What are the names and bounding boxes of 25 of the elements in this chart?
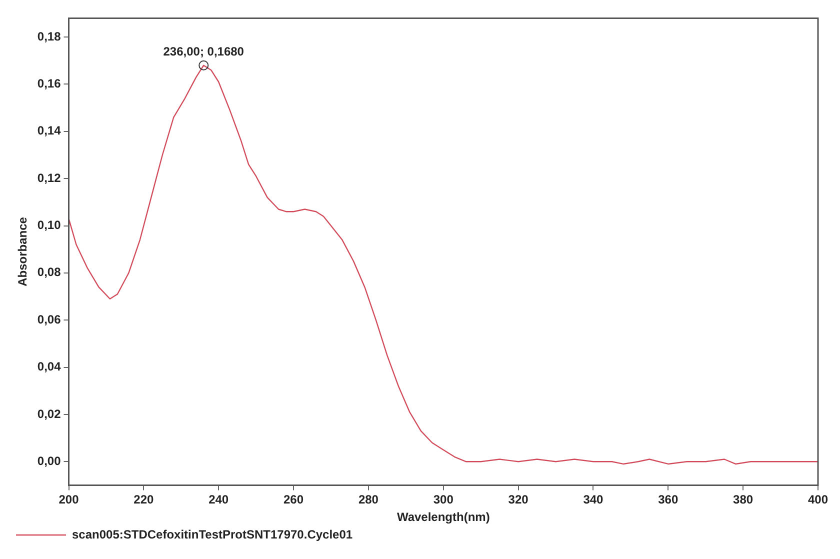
y-tick-label: 0,10	[37, 218, 62, 232]
legend-label: scan005:STDCefoxitinTestProtSNT17970.Cycle01	[72, 527, 353, 542]
y-tick-label: 0,08	[37, 265, 62, 280]
x-tick-label: 400	[808, 492, 828, 507]
y-tick-label: 0,12	[37, 170, 62, 185]
x-tick-label: 220	[134, 492, 154, 507]
x-tick-label: 380	[733, 492, 754, 507]
x-tick-label: 340	[583, 492, 604, 507]
y-axis-title: Absorbance	[16, 216, 30, 286]
x-tick-label: 360	[658, 492, 678, 507]
x-tick-label: 320	[508, 492, 529, 507]
x-tick-label: 280	[358, 492, 379, 507]
y-tick-label: 0,18	[37, 29, 62, 44]
x-tick-label: 200	[58, 492, 80, 507]
annotation: 236,00; 0,1680	[163, 44, 244, 59]
y-tick-label: 0,04	[37, 360, 62, 374]
y-tick-label: 0,00	[37, 454, 62, 468]
y-tick-label: 0,02	[37, 406, 62, 421]
y-tick-label: 0,14	[37, 124, 62, 138]
y-tick-label: 0,06	[37, 312, 62, 326]
x-axis-title: Wavelength(nm)	[396, 510, 490, 524]
y-tick-label: 0,16	[37, 76, 62, 91]
x-tick-label: 240	[208, 492, 229, 507]
x-tick-label: 300	[433, 492, 454, 507]
x-tick-label: 260	[284, 492, 304, 507]
